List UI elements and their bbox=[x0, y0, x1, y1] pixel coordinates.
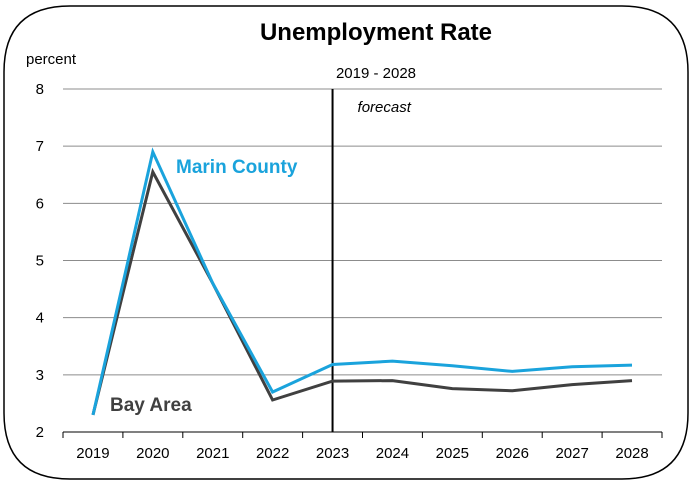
series-line-bay-area bbox=[91, 167, 633, 416]
x-tick-label: 2020 bbox=[136, 445, 169, 462]
gridlines bbox=[63, 88, 662, 376]
chart-title: Unemployment Rate bbox=[260, 19, 492, 46]
x-axis bbox=[62, 431, 663, 438]
y-tick-label: 7 bbox=[36, 138, 44, 155]
y-tick-label: 3 bbox=[36, 367, 44, 384]
x-tick-label: 2022 bbox=[256, 445, 289, 462]
x-tick-label: 2026 bbox=[496, 445, 529, 462]
x-tick-label: 2021 bbox=[196, 445, 229, 462]
x-tick-labels: 2019 2020 2021 2022 2023 2024 2025 2026 2027 2028 bbox=[76, 445, 648, 462]
x-tick-label: 2024 bbox=[376, 445, 409, 462]
y-tick-label: 4 bbox=[36, 310, 44, 327]
y-tick-label: 8 bbox=[36, 81, 44, 98]
x-tick-label: 2019 bbox=[76, 445, 109, 462]
rounded-border bbox=[3, 5, 689, 480]
y-tick-labels: 2 3 4 5 6 7 8 bbox=[36, 81, 44, 441]
forecast-label: forecast bbox=[358, 99, 412, 116]
x-tick-label: 2028 bbox=[615, 445, 648, 462]
x-tick-label: 2023 bbox=[316, 445, 349, 462]
y-tick-label: 5 bbox=[36, 253, 44, 270]
series-lines bbox=[91, 147, 633, 416]
y-tick-label: 6 bbox=[36, 195, 44, 212]
x-tick-label: 2027 bbox=[555, 445, 588, 462]
series-label-bay-area: Bay Area bbox=[110, 395, 192, 416]
series-label-marin-county: Marin County bbox=[176, 157, 298, 178]
y-axis-label: percent bbox=[26, 51, 77, 68]
y-tick-label: 2 bbox=[36, 424, 44, 441]
x-tick-label: 2025 bbox=[436, 445, 469, 462]
series-line-marin-county bbox=[91, 147, 633, 416]
chart-subtitle: 2019 - 2028 bbox=[336, 65, 416, 82]
series-labels: Marin County Bay Area bbox=[110, 157, 298, 416]
forecast-marker: forecast bbox=[331, 89, 412, 432]
